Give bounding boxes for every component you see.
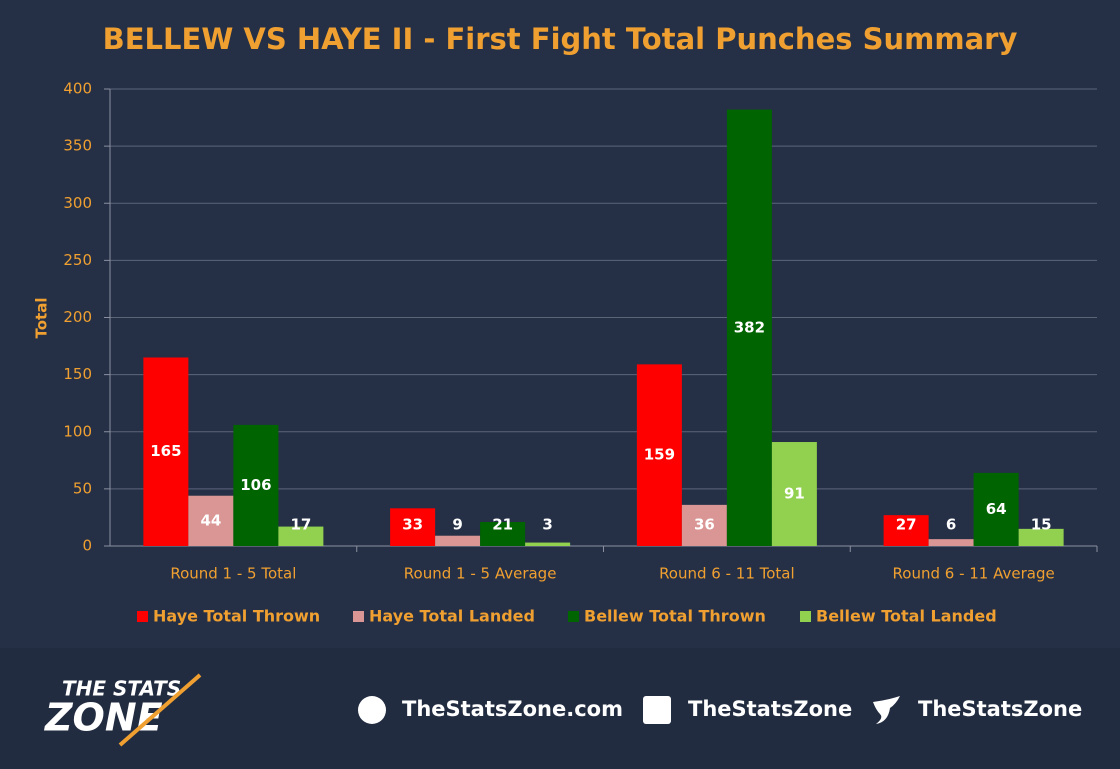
- footer-band: [0, 648, 1120, 769]
- bar: [278, 526, 324, 546]
- y-tick-label: 100: [63, 422, 92, 440]
- data-label: 15: [1031, 516, 1052, 534]
- data-label: 27: [896, 516, 917, 534]
- bar: [435, 535, 481, 546]
- data-label: 17: [290, 516, 311, 534]
- bar: [390, 508, 436, 546]
- data-label: 6: [946, 516, 956, 534]
- data-label: 33: [402, 516, 423, 534]
- data-label: 91: [784, 485, 805, 503]
- x-tick-label: Round 6 - 11 Average: [893, 565, 1055, 583]
- data-label: 159: [644, 446, 675, 464]
- legend-swatch: [137, 611, 148, 622]
- legend-label: Bellew Total Thrown: [584, 607, 766, 626]
- bar: [973, 472, 1019, 546]
- legend-swatch: [800, 611, 811, 622]
- bar: [188, 495, 234, 546]
- y-tick-label: 300: [63, 194, 92, 212]
- legend-label: Bellew Total Landed: [816, 607, 997, 626]
- y-tick-label: 400: [63, 80, 92, 98]
- data-label: 64: [986, 500, 1007, 518]
- legend-label: Haye Total Thrown: [153, 607, 320, 626]
- data-label: 44: [200, 511, 221, 529]
- y-tick-label: 350: [63, 137, 92, 155]
- data-label: 165: [150, 442, 181, 460]
- y-tick-label: 50: [73, 479, 92, 497]
- y-axis-label: Total: [33, 298, 51, 339]
- facebook-icon: [643, 696, 671, 724]
- bar: [771, 442, 817, 546]
- y-tick-label: 250: [63, 251, 92, 269]
- legend-swatch: [568, 611, 579, 622]
- bar: [726, 109, 772, 546]
- x-tick-label: Round 1 - 5 Total: [170, 565, 296, 583]
- logo-bottom: ZONE: [44, 696, 163, 740]
- data-label: 382: [734, 318, 765, 336]
- twitter: TheStatsZone: [918, 697, 1082, 721]
- x-tick-label: Round 1 - 5 Average: [404, 565, 557, 583]
- bar: [636, 364, 682, 546]
- logo-accent: [118, 673, 202, 747]
- y-tick-label: 200: [63, 308, 92, 326]
- bar: [143, 357, 189, 546]
- website: TheStatsZone.com: [402, 697, 623, 721]
- logo-top: THE STATS: [62, 677, 181, 701]
- y-tick-label: 150: [63, 365, 92, 383]
- data-label: 106: [240, 476, 271, 494]
- legend-label: Haye Total Landed: [369, 607, 535, 626]
- data-label: 36: [694, 516, 715, 534]
- data-label: 9: [452, 516, 462, 534]
- footer: THE STATS ZONE TheStatsZone.com TheStats…: [44, 673, 1082, 747]
- legend-swatch: [353, 611, 364, 622]
- bar: [681, 504, 727, 546]
- x-tick-label: Round 6 - 11 Total: [659, 565, 795, 583]
- bar: [233, 424, 279, 546]
- data-label: 21: [492, 516, 513, 534]
- bar: [883, 515, 929, 546]
- chart-title: BELLEW VS HAYE II - First Fight Total Pu…: [103, 22, 1018, 56]
- facebook: TheStatsZone: [688, 697, 852, 721]
- globe-icon: [358, 696, 386, 724]
- bar: [928, 539, 974, 546]
- twitter-icon: [873, 696, 900, 724]
- bar: [525, 542, 571, 546]
- data-label: 3: [542, 516, 552, 534]
- bar: [480, 522, 526, 546]
- y-tick-label: 0: [82, 537, 92, 555]
- bar: [1018, 528, 1064, 546]
